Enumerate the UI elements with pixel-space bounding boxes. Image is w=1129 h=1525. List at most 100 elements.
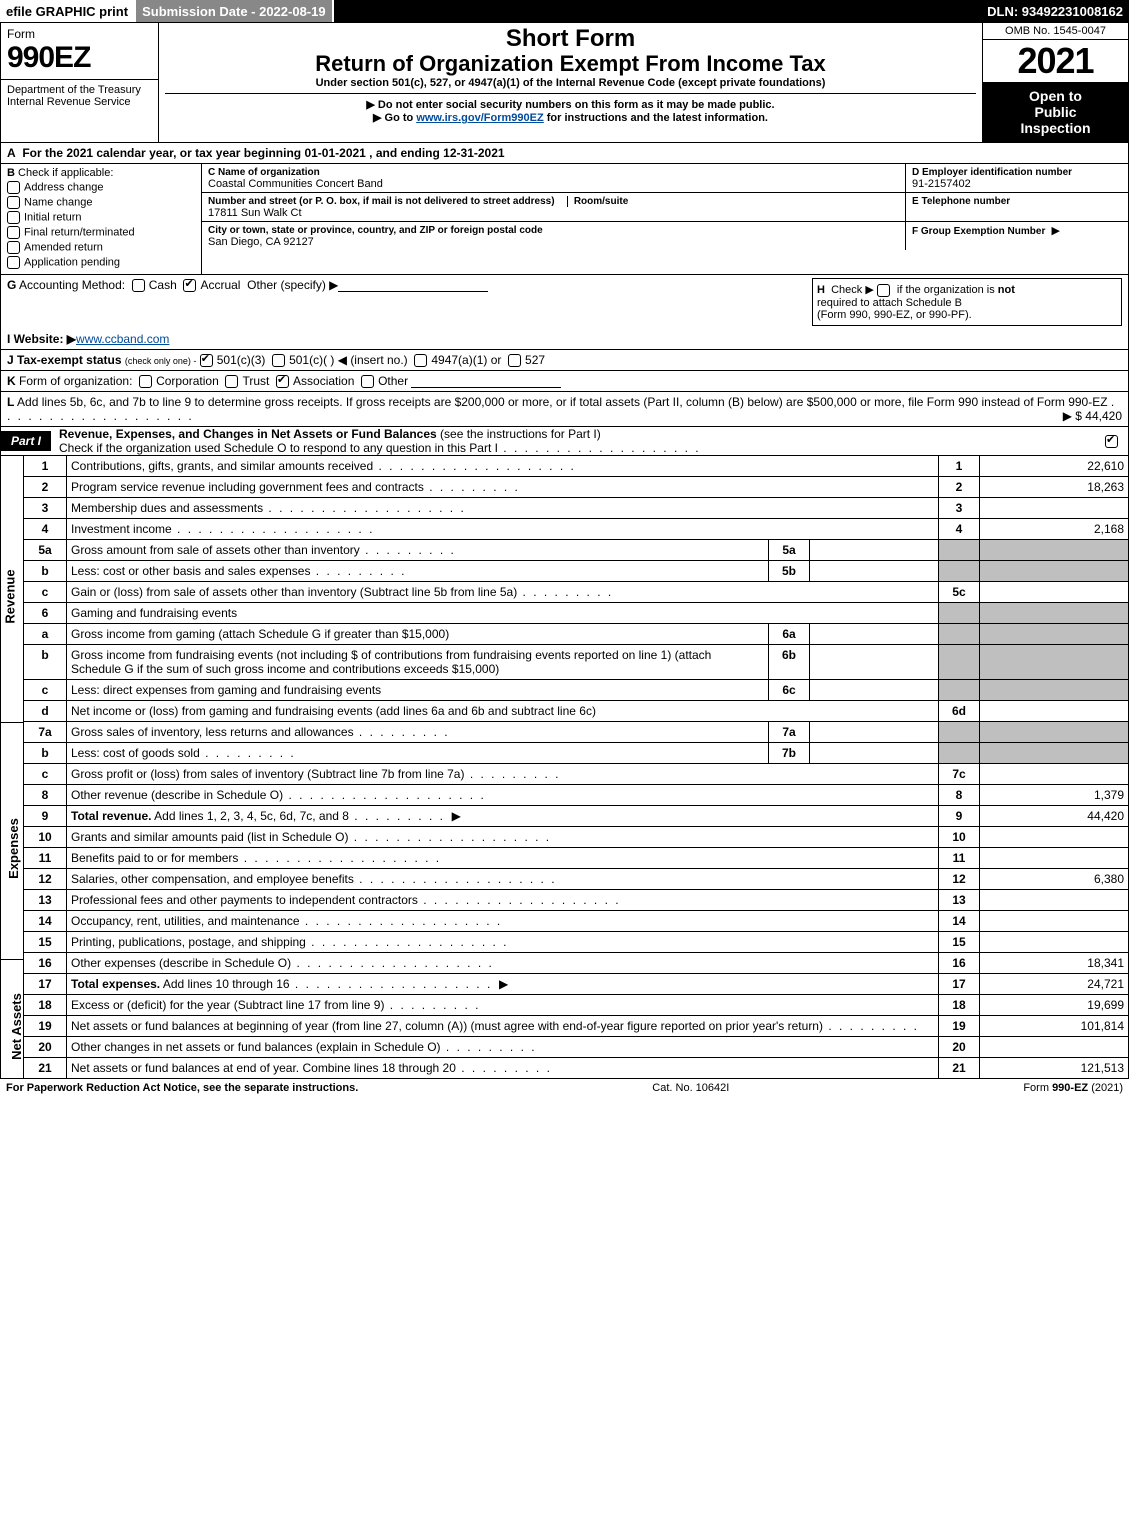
row-l-gross-receipts: L Add lines 5b, 6c, and 7b to line 9 to … bbox=[1, 392, 1128, 427]
irs-label: Internal Revenue Service bbox=[7, 96, 152, 108]
form-number: 990EZ bbox=[7, 41, 152, 75]
label-expenses: Expenses bbox=[6, 818, 21, 879]
chk-address-change[interactable]: Address change bbox=[7, 181, 195, 194]
col-cdef: C Name of organization Coastal Communiti… bbox=[202, 164, 1128, 274]
table-row: aGross income from gaming (attach Schedu… bbox=[24, 624, 1128, 645]
footer-right: Form 990-EZ (2021) bbox=[1023, 1082, 1123, 1094]
table-row: bLess: cost of goods sold7b bbox=[24, 743, 1128, 764]
other-org-input[interactable] bbox=[411, 375, 561, 388]
table-row: 8Other revenue (describe in Schedule O)8… bbox=[24, 785, 1128, 806]
chk-application-pending[interactable]: Application pending bbox=[7, 256, 195, 269]
footer-center: Cat. No. 10642I bbox=[652, 1082, 729, 1094]
lines-table: 1Contributions, gifts, grants, and simil… bbox=[24, 456, 1128, 1078]
chk-4947[interactable] bbox=[414, 354, 427, 367]
row-gh: G Accounting Method: Cash Accrual Other … bbox=[1, 275, 1128, 329]
table-row: 7aGross sales of inventory, less returns… bbox=[24, 722, 1128, 743]
chk-amended-return[interactable]: Amended return bbox=[7, 241, 195, 254]
table-row: cGross profit or (loss) from sales of in… bbox=[24, 764, 1128, 785]
table-row: 15Printing, publications, postage, and s… bbox=[24, 932, 1128, 953]
table-row: 14Occupancy, rent, utilities, and mainte… bbox=[24, 911, 1128, 932]
header-left: Form 990EZ Department of the Treasury In… bbox=[1, 23, 159, 142]
table-row: 16Other expenses (describe in Schedule O… bbox=[24, 953, 1128, 974]
submission-date: Submission Date - 2022-08-19 bbox=[136, 0, 334, 22]
chk-name-change[interactable]: Name change bbox=[7, 196, 195, 209]
chk-initial-return[interactable]: Initial return bbox=[7, 211, 195, 224]
chk-schedule-b[interactable] bbox=[877, 284, 890, 297]
chk-527[interactable] bbox=[508, 354, 521, 367]
header-right: OMB No. 1545-0047 2021 Open to Public In… bbox=[982, 23, 1128, 142]
cell-address: Number and street (or P. O. box, if mail… bbox=[202, 193, 906, 222]
col-b-checkboxes: B Check if applicable: Address change Na… bbox=[1, 164, 202, 274]
footer-left: For Paperwork Reduction Act Notice, see … bbox=[6, 1082, 358, 1094]
row-k-form-org: K Form of organization: Corporation Trus… bbox=[1, 371, 1128, 392]
table-row: 1Contributions, gifts, grants, and simil… bbox=[24, 456, 1128, 477]
cell-city: City or town, state or province, country… bbox=[202, 222, 906, 250]
row-h-schedule-b: H Check ▶ if the organization is not req… bbox=[812, 278, 1122, 326]
table-row: 6Gaming and fundraising events bbox=[24, 603, 1128, 624]
table-row: 13Professional fees and other payments t… bbox=[24, 890, 1128, 911]
form-word: Form bbox=[7, 27, 152, 41]
chk-association[interactable] bbox=[276, 375, 289, 388]
table-row: 12Salaries, other compensation, and empl… bbox=[24, 869, 1128, 890]
chk-501c3[interactable] bbox=[200, 354, 213, 367]
title-return: Return of Organization Exempt From Incom… bbox=[165, 51, 976, 77]
table-row: 4Investment income42,168 bbox=[24, 519, 1128, 540]
note-goto: ▶ Go to www.irs.gov/Form990EZ for instru… bbox=[165, 111, 976, 124]
page-footer: For Paperwork Reduction Act Notice, see … bbox=[0, 1079, 1129, 1097]
table-row: 20Other changes in net assets or fund ba… bbox=[24, 1037, 1128, 1058]
chk-trust[interactable] bbox=[225, 375, 238, 388]
cell-group-exemption: F Group Exemption Number ▶ bbox=[906, 222, 1128, 250]
table-row: 10Grants and similar amounts paid (list … bbox=[24, 827, 1128, 848]
form-header: Form 990EZ Department of the Treasury In… bbox=[1, 23, 1128, 143]
other-specify-input[interactable] bbox=[338, 279, 488, 292]
part-1-tab: Part I bbox=[1, 431, 51, 451]
efile-print[interactable]: efile GRAPHIC print bbox=[0, 0, 136, 22]
chk-accrual[interactable] bbox=[183, 279, 196, 292]
label-net-assets: Net Assets bbox=[9, 993, 24, 1060]
form-container: Form 990EZ Department of the Treasury In… bbox=[0, 22, 1129, 1079]
irs-link[interactable]: www.irs.gov/Form990EZ bbox=[416, 112, 543, 124]
ein-value: 91-2157402 bbox=[912, 178, 971, 190]
chk-schedule-o[interactable] bbox=[1105, 435, 1118, 448]
header-center: Short Form Return of Organization Exempt… bbox=[159, 23, 982, 142]
note-ssn: Do not enter social security numbers on … bbox=[165, 98, 976, 111]
label-revenue: Revenue bbox=[3, 570, 18, 624]
org-name: Coastal Communities Concert Band bbox=[208, 178, 383, 190]
table-row: cGain or (loss) from sale of assets othe… bbox=[24, 582, 1128, 603]
chk-other-org[interactable] bbox=[361, 375, 374, 388]
open-to-public-badge: Open to Public Inspection bbox=[983, 82, 1128, 142]
org-city: San Diego, CA 92127 bbox=[208, 236, 314, 248]
row-a-tax-year: A For the 2021 calendar year, or tax yea… bbox=[1, 143, 1128, 164]
table-row: dNet income or (loss) from gaming and fu… bbox=[24, 701, 1128, 722]
chk-corporation[interactable] bbox=[139, 375, 152, 388]
row-i-website: I Website: ▶www.ccband.com bbox=[1, 329, 1128, 350]
part-1-body: Revenue Expenses Net Assets 1Contributio… bbox=[1, 456, 1128, 1078]
tax-year: 2021 bbox=[983, 40, 1128, 82]
website-link[interactable]: www.ccband.com bbox=[76, 332, 169, 346]
row-g-accounting: G Accounting Method: Cash Accrual Other … bbox=[7, 278, 488, 292]
table-row: 17Total expenses. Add lines 10 through 1… bbox=[24, 974, 1128, 995]
part-1-header: Part I Revenue, Expenses, and Changes in… bbox=[1, 427, 1128, 456]
chk-cash[interactable] bbox=[132, 279, 145, 292]
dept-treasury: Department of the Treasury bbox=[7, 84, 152, 96]
table-row: bGross income from fundraising events (n… bbox=[24, 645, 1128, 680]
table-row: 9Total revenue. Add lines 1, 2, 3, 4, 5c… bbox=[24, 806, 1128, 827]
omb-number: OMB No. 1545-0047 bbox=[983, 23, 1128, 40]
title-short-form: Short Form bbox=[165, 25, 976, 53]
chk-final-return[interactable]: Final return/terminated bbox=[7, 226, 195, 239]
table-row: cLess: direct expenses from gaming and f… bbox=[24, 680, 1128, 701]
cell-org-name: C Name of organization Coastal Communiti… bbox=[202, 164, 906, 193]
row-j-tax-exempt: J Tax-exempt status (check only one) - 5… bbox=[1, 350, 1128, 371]
table-row: 19Net assets or fund balances at beginni… bbox=[24, 1016, 1128, 1037]
chk-501c[interactable] bbox=[272, 354, 285, 367]
table-row: 11Benefits paid to or for members11 bbox=[24, 848, 1128, 869]
table-row: bLess: cost or other basis and sales exp… bbox=[24, 561, 1128, 582]
cell-ein: D Employer identification number 91-2157… bbox=[906, 164, 1128, 193]
table-row: 2Program service revenue including gover… bbox=[24, 477, 1128, 498]
org-address: 17811 Sun Walk Ct bbox=[208, 207, 302, 219]
table-row: 5aGross amount from sale of assets other… bbox=[24, 540, 1128, 561]
subtitle: Under section 501(c), 527, or 4947(a)(1)… bbox=[165, 77, 976, 89]
info-grid: B Check if applicable: Address change Na… bbox=[1, 164, 1128, 275]
table-row: 18Excess or (deficit) for the year (Subt… bbox=[24, 995, 1128, 1016]
dln: DLN: 93492231008162 bbox=[334, 0, 1129, 22]
